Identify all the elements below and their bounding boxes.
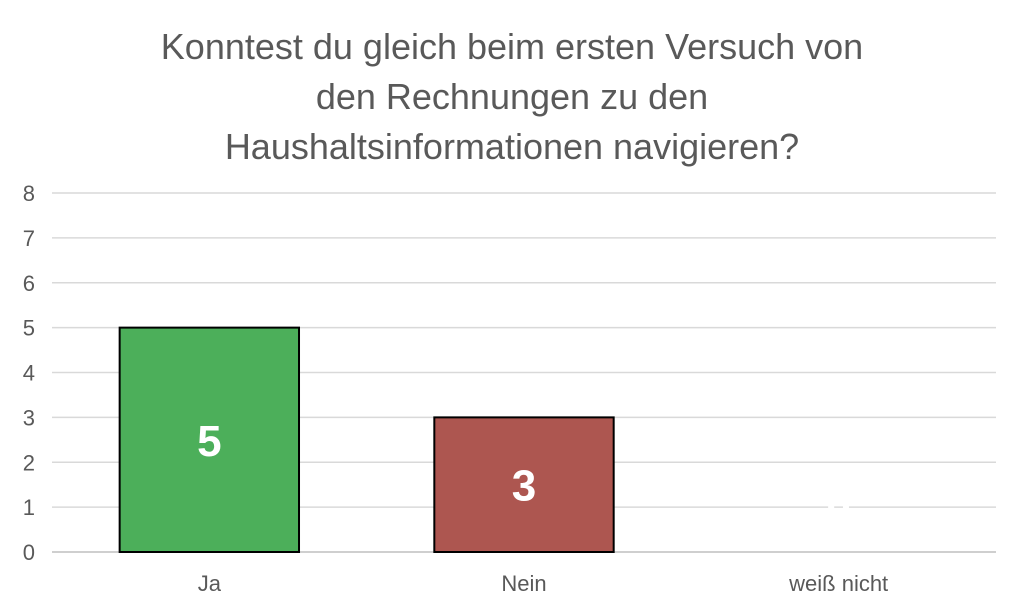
chart-title-line-3: Haushaltsinformationen navigieren? <box>224 126 800 167</box>
data-label: 0 <box>826 485 850 534</box>
x-tick-label: Ja <box>198 571 222 596</box>
y-tick-label-8: 8 <box>23 181 35 206</box>
y-tick-label-6: 6 <box>23 271 35 296</box>
y-tick-label-1: 1 <box>23 495 35 520</box>
bar-ja <box>118 326 301 553</box>
x-tick-label: weiß nicht <box>788 571 888 596</box>
data-labels: 5 3 0 <box>197 417 851 534</box>
y-axis-ticks: 0 1 2 3 4 5 6 7 8 <box>23 181 35 565</box>
y-tick-label-5: 5 <box>23 316 35 341</box>
data-label: 5 <box>197 417 221 466</box>
y-tick-label-2: 2 <box>23 450 35 475</box>
y-tick-label-0: 0 <box>23 540 35 565</box>
x-tick-label: Nein <box>501 571 546 596</box>
chart-title-line-2: den Rechnungen zu den <box>315 76 709 117</box>
y-tick-label-7: 7 <box>23 226 35 251</box>
bars <box>118 326 615 553</box>
chart-title: Konntest du gleich beim ersten Versuch v… <box>112 22 912 172</box>
data-label: 3 <box>512 462 536 511</box>
x-axis-ticks: Ja Nein weiß nicht <box>198 571 888 596</box>
bar-nein <box>433 416 615 553</box>
y-tick-label-4: 4 <box>23 361 35 386</box>
chart-title-line-1: Konntest du gleich beim ersten Versuch v… <box>160 26 864 67</box>
y-tick-label-3: 3 <box>23 405 35 430</box>
